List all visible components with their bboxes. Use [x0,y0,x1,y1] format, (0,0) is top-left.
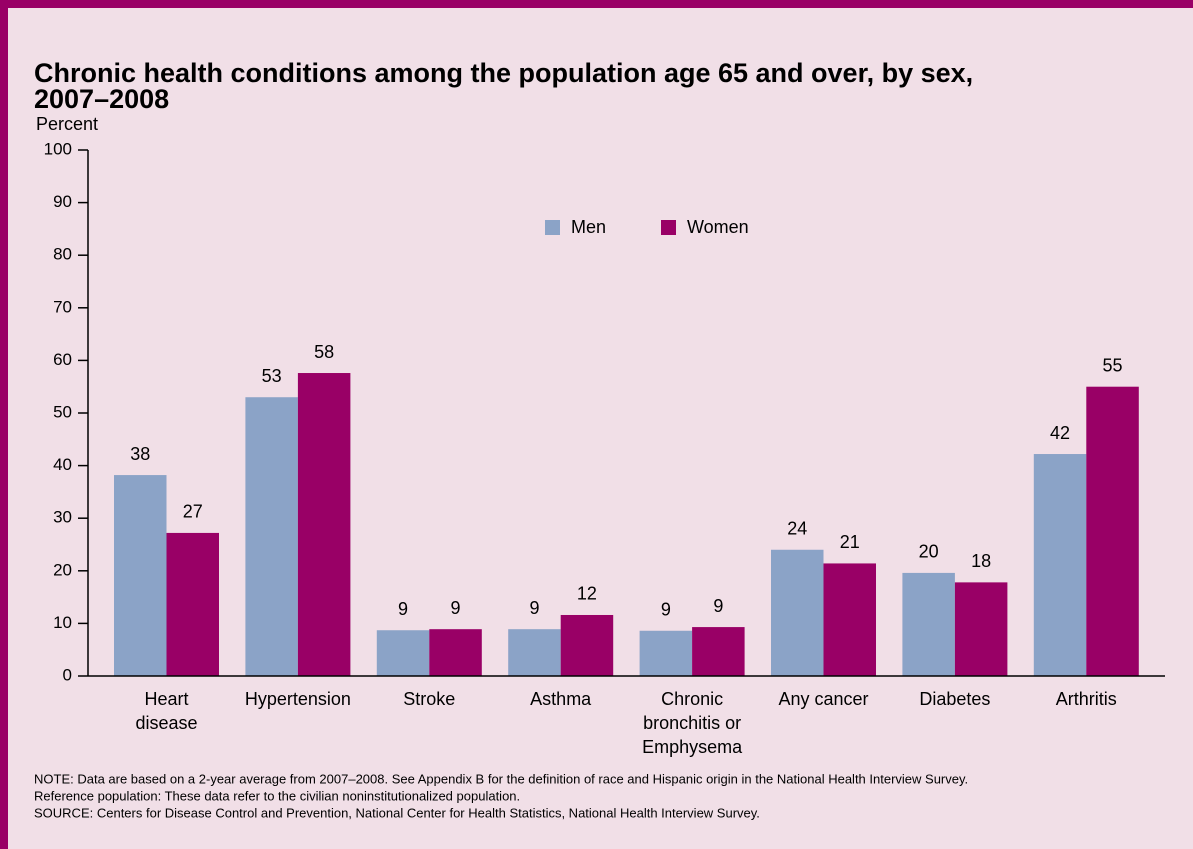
bar [1086,386,1139,676]
y-tick-label: 50 [53,402,72,421]
value-label: 27 [183,502,203,522]
x-tick-label: Chronic [661,689,723,709]
bar [823,563,876,676]
x-tick-label: Arthritis [1056,689,1117,709]
legend-swatch [545,220,560,235]
bar [245,397,298,676]
legend-swatch [661,220,676,235]
bar [166,532,219,676]
x-tick-label: Diabetes [919,689,990,709]
top-border [0,0,1193,8]
y-tick-label: 90 [53,192,72,211]
value-label: 58 [314,342,334,362]
chart-title: Chronic health conditions among the popu… [34,58,973,88]
value-label: 9 [398,599,408,619]
bar [639,630,693,676]
value-label: 38 [130,444,150,464]
y-tick-label: 20 [53,560,72,579]
y-tick-label: 40 [53,455,72,474]
y-axis-label: Percent [36,114,98,134]
chart-title: 2007–2008 [34,84,169,114]
bar [692,627,745,676]
y-tick-label: 80 [53,245,72,264]
value-label: 12 [577,584,597,604]
y-tick-label: 30 [53,508,72,527]
x-tick-label: bronchitis or [643,713,741,733]
bar [429,629,482,676]
bar [954,582,1008,676]
bar [771,549,824,676]
left-border [0,0,8,849]
value-label: 18 [971,551,991,571]
x-tick-label: disease [135,713,197,733]
y-tick-label: 100 [44,139,72,158]
bar [114,475,167,676]
x-tick-label: Any cancer [778,689,868,709]
value-label: 55 [1103,355,1123,375]
x-tick-label: Stroke [403,689,455,709]
y-tick-label: 60 [53,350,72,369]
y-tick-label: 70 [53,297,72,316]
x-tick-label: Heart [144,689,188,709]
note: SOURCE: Centers for Disease Control and … [34,805,760,820]
y-tick-label: 0 [63,665,72,684]
x-tick-label: Emphysema [642,737,743,757]
bar [560,614,614,676]
value-label: 20 [919,542,939,562]
bar [1033,454,1087,676]
value-label: 9 [713,596,723,616]
value-label: 9 [661,600,671,620]
value-label: 53 [262,366,282,386]
value-label: 42 [1050,423,1070,443]
bar [902,572,955,676]
value-label: 21 [840,532,860,552]
x-tick-label: Hypertension [245,689,351,709]
bar [376,630,430,676]
y-tick-label: 10 [53,613,72,632]
legend-label: Men [571,217,606,237]
value-label: 9 [529,598,539,618]
value-label: 24 [787,519,807,539]
bar [297,373,351,676]
legend-label: Women [687,217,749,237]
bar [508,629,561,676]
x-tick-label: Asthma [530,689,592,709]
value-label: 9 [451,598,461,618]
note: NOTE: Data are based on a 2-year average… [34,771,968,786]
note: Reference population: These data refer t… [34,788,520,803]
